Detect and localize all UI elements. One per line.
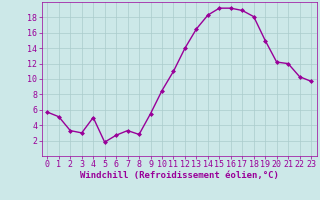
X-axis label: Windchill (Refroidissement éolien,°C): Windchill (Refroidissement éolien,°C) bbox=[80, 171, 279, 180]
